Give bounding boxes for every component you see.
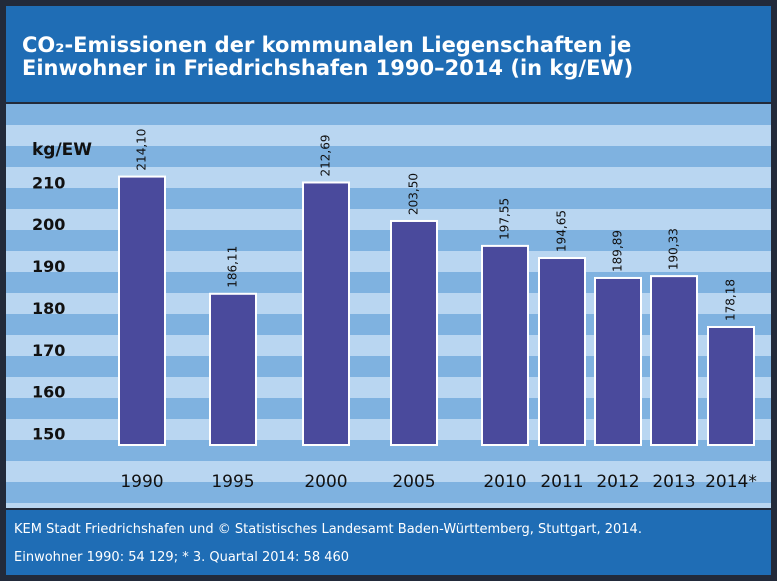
bar (650, 275, 698, 447)
bar (538, 257, 586, 447)
x-tick-label: 1995 (211, 472, 254, 492)
y-tick-label: 190 (32, 257, 65, 276)
value-label: 197,55 (498, 198, 512, 240)
y-tick-label: 160 (32, 383, 65, 402)
y-tick-label: 170 (32, 341, 65, 360)
value-label: 189,89 (611, 230, 625, 272)
value-label: 203,50 (407, 173, 421, 215)
note: Einwohner 1990: 54 129; * 3. Quartal 201… (14, 550, 350, 565)
bar (594, 276, 642, 446)
note: KEM Stadt Friedrichshafen und © Statisti… (14, 522, 642, 537)
x-tick-label: 2010 (483, 472, 526, 492)
bar (302, 181, 350, 446)
x-tick-label: 2011 (540, 472, 583, 492)
y-tick-label: 180 (32, 299, 65, 318)
value-label: 178,18 (724, 279, 738, 321)
x-tick-label: 2014* (705, 472, 757, 492)
value-label: 214,10 (135, 129, 149, 171)
bar (390, 219, 438, 446)
y-axis-label: kg/EW (32, 140, 92, 160)
x-tick-label: 2013 (652, 472, 695, 492)
y-tick-label: 150 (32, 425, 65, 444)
chart: kg/EW 150 160 170 180 190 200 210 1990 214,10 199… (32, 129, 757, 492)
footer: KEM Stadt Friedrichshafen und © Statisti… (6, 510, 771, 575)
value-label: 212,69 (319, 134, 333, 176)
value-label: 190,33 (667, 228, 681, 270)
value-label: 194,65 (555, 210, 569, 252)
x-tick-label: 2000 (304, 472, 347, 492)
bar (481, 244, 529, 446)
x-tick-label: 2005 (392, 472, 435, 492)
bar (118, 175, 166, 447)
bar (707, 325, 755, 446)
value-label: 186,11 (226, 246, 240, 288)
header: CO₂-Emissionen der kommunalen Liegenscha… (6, 6, 771, 102)
y-tick-label: 210 (32, 173, 65, 192)
bar (209, 292, 257, 446)
y-tick-label: 200 (32, 215, 65, 234)
chart-title: CO₂-Emissionen der kommunalen Liegenscha… (22, 33, 634, 80)
x-tick-label: 1990 (120, 472, 163, 492)
x-tick-label: 2012 (596, 472, 639, 492)
